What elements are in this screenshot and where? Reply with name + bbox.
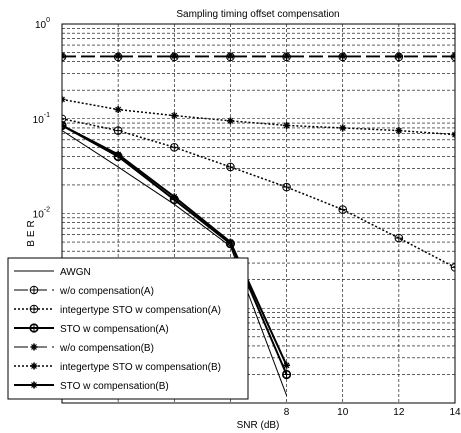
series-line [62,118,455,269]
y-tick-label: 10-2 [33,207,50,221]
series-line [62,98,455,136]
legend-item: w/o compensation(A) [14,285,154,297]
star-marker [170,112,178,120]
circle-plus-marker [113,126,123,135]
legend-label: w/o compensation(A) [59,286,154,297]
circle-plus-marker [394,233,404,243]
legend: AWGN w/o compensation(A) integertype STO w… [7,257,249,400]
star-marker [114,150,122,158]
star-marker [283,361,291,369]
y-tick-label: 100 [35,17,50,31]
star-marker [114,52,122,60]
series-6 [62,95,455,139]
legend-label: w/o compensation(B) [59,343,154,354]
star-marker [30,362,38,370]
star-marker [114,106,122,114]
legend-label: STO w compensation(B) [60,381,169,392]
tick-labels: 8 10 12 14 100 10-1 10-2 [33,17,461,418]
plot-frame [61,23,456,404]
star-marker [451,52,455,60]
legend-item: integertype STO w compensation(A) [14,304,221,316]
star-marker [62,95,66,103]
star-marker [395,127,403,135]
legend-item: integertype STO w compensation(B) [14,362,221,373]
circle-plus-marker [29,304,39,314]
legend-item: AWGN [14,267,91,278]
x-tick-label: 10 [337,407,349,418]
series-5 [62,52,455,60]
circle-plus-marker [450,263,455,272]
circle-plus-marker [29,323,39,333]
star-marker [451,131,455,139]
circle-plus-marker [450,52,455,62]
series-line [62,130,288,396]
y-tick-label: 10-1 [33,112,50,126]
legend-item: STO w compensation(B) [14,381,169,392]
legend-item: w/o compensation(B) [14,343,154,354]
chart-title: Sampling timing offset compensation [176,9,339,20]
legend-label: STO w compensation(A) [60,324,169,335]
series-layer [62,52,455,396]
circle-plus-marker [169,142,179,152]
star-marker [226,52,234,60]
star-marker [170,193,178,201]
x-axis-label: SNR (dB) [237,420,280,431]
star-marker [395,52,403,60]
star-marker [62,52,66,60]
circle-plus-marker [226,162,235,172]
x-tick-label: 14 [449,407,461,418]
legend-label: AWGN [60,267,91,278]
x-tick-label: 8 [284,407,290,418]
star-marker [30,343,38,351]
star-marker [170,52,178,60]
star-marker [62,121,66,129]
series-7 [62,121,291,369]
circle-plus-marker [282,182,291,192]
star-marker [283,121,291,129]
legend-item: STO w compensation(A) [14,323,169,335]
star-marker [30,381,38,389]
star-marker [226,238,234,246]
circle-plus-marker [338,205,348,214]
series-1 [62,130,288,396]
star-marker [339,124,347,132]
circle-plus-marker [29,285,39,295]
x-tick-label: 12 [393,407,405,418]
star-marker [226,117,234,125]
legend-label: integertype STO w compensation(B) [60,362,221,373]
circle-plus-marker [281,369,292,380]
star-marker [283,52,291,60]
series-3 [62,114,455,272]
star-marker [339,52,347,60]
legend-label: integertype STO w compensation(A) [60,305,221,316]
y-axis-label: BER [26,217,37,247]
